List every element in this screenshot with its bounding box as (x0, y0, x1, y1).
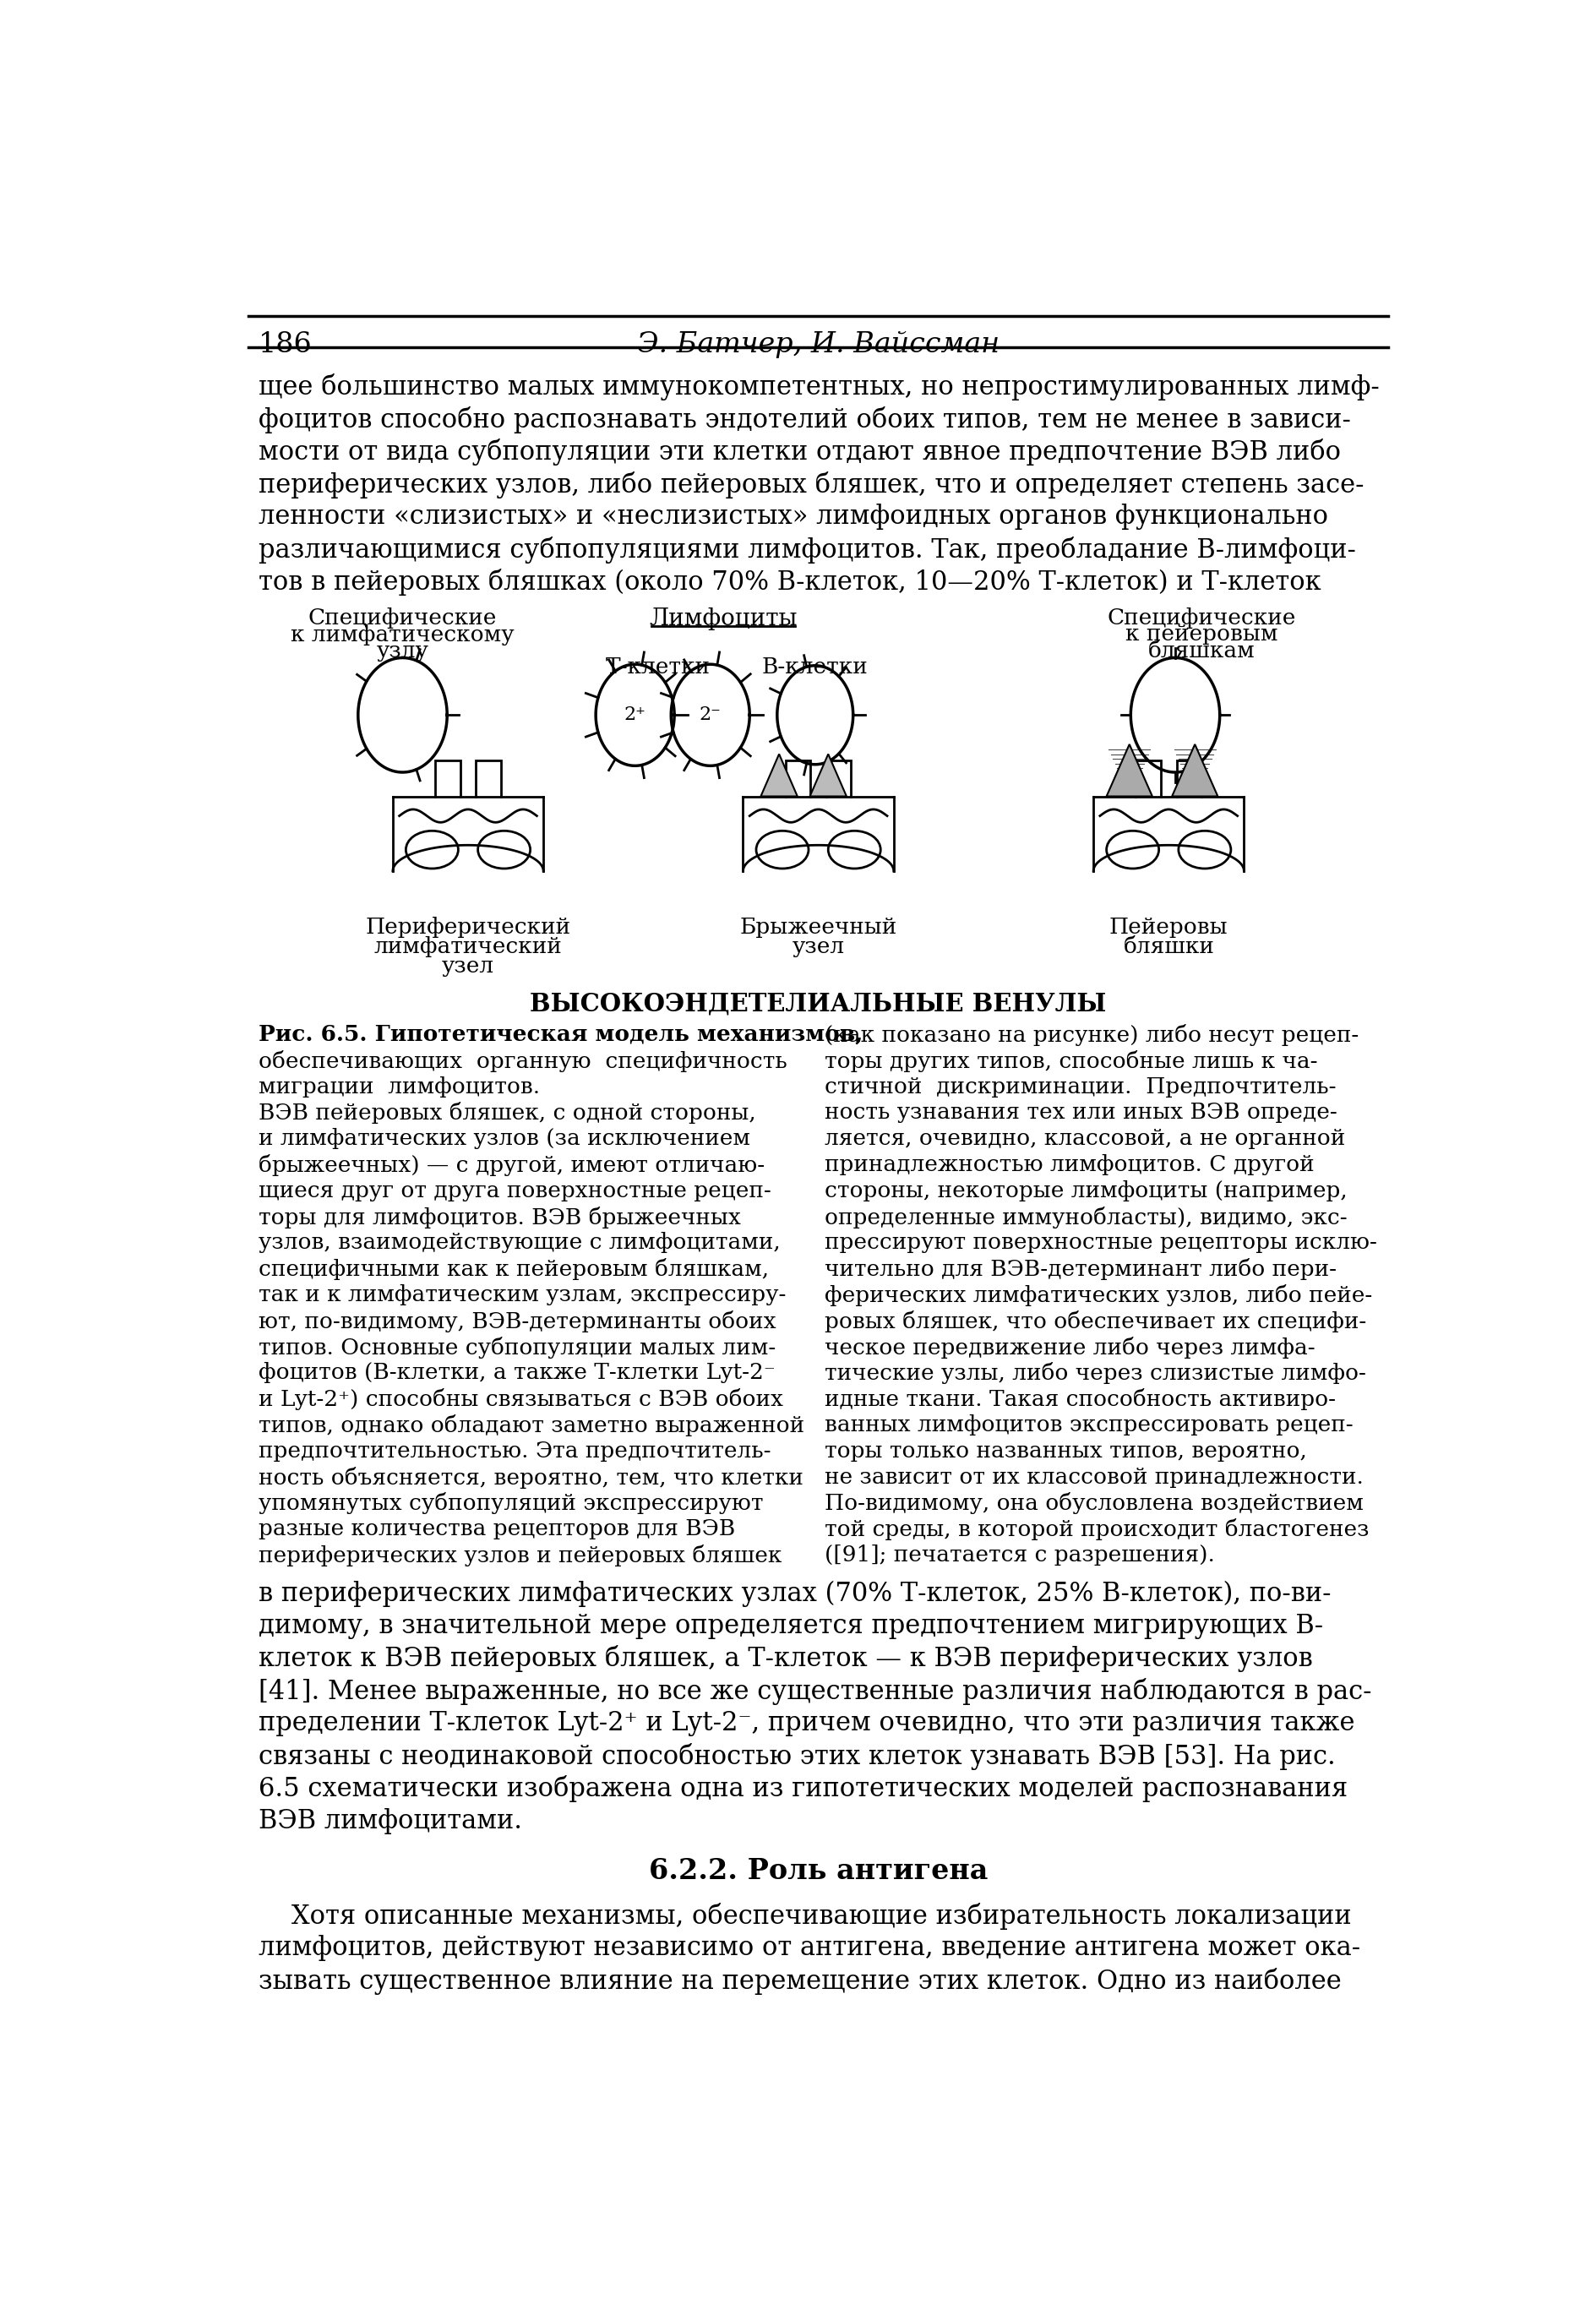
Text: 6.2.2. Роль антигена: 6.2.2. Роль антигена (648, 1858, 988, 1885)
Text: определенные иммунобласты), видимо, экс-: определенные иммунобласты), видимо, экс- (825, 1207, 1347, 1228)
Text: так и к лимфатическим узлам, экспрессиру-: так и к лимфатическим узлам, экспрессиру… (259, 1285, 785, 1306)
Text: Специфические: Специфические (1106, 607, 1294, 630)
Text: ферических лимфатических узлов, либо пейе-: ферических лимфатических узлов, либо пей… (825, 1285, 1373, 1306)
Text: и лимфатических узлов (за исключением: и лимфатических узлов (за исключением (259, 1129, 750, 1150)
Text: специфичными как к пейеровым бляшкам,: специфичными как к пейеровым бляшкам, (259, 1258, 769, 1281)
Bar (1176, 761, 1200, 795)
Text: 2⁻: 2⁻ (699, 706, 721, 724)
Polygon shape (1171, 745, 1218, 795)
Text: в периферических лимфатических узлах (70% Т-клеток, 25% В-клеток), по-ви-: в периферических лимфатических узлах (70… (259, 1579, 1331, 1607)
Text: узел: узел (442, 956, 495, 977)
Text: ВЭВ пейеровых бляшек, с одной стороны,: ВЭВ пейеровых бляшек, с одной стороны, (259, 1101, 755, 1124)
Text: к пейеровым: к пейеровым (1125, 623, 1277, 646)
Text: 6.5 схематически изображена одна из гипотетических моделей распознавания: 6.5 схематически изображена одна из гипо… (259, 1775, 1347, 1802)
Text: и Lyt-2⁺) способны связываться с ВЭВ обоих: и Lyt-2⁺) способны связываться с ВЭВ обо… (259, 1389, 782, 1409)
Text: фоцитов способно распознавать эндотелий обоих типов, тем не менее в зависи-: фоцитов способно распознавать эндотелий … (259, 407, 1350, 432)
Text: узел: узел (792, 936, 844, 956)
Text: периферических узлов и пейеровых бляшек: периферических узлов и пейеровых бляшек (259, 1545, 782, 1566)
Text: стичной  дискриминации.  Предпочтитель-: стичной дискриминации. Предпочтитель- (825, 1076, 1336, 1097)
Text: тические узлы, либо через слизистые лимфо-: тические узлы, либо через слизистые лимф… (825, 1363, 1366, 1384)
Text: По-видимому, она обусловлена воздействием: По-видимому, она обусловлена воздействие… (825, 1492, 1363, 1515)
Text: Периферический: Периферический (365, 917, 570, 938)
Text: ность объясняется, вероятно, тем, что клетки: ность объясняется, вероятно, тем, что кл… (259, 1467, 803, 1487)
Text: клеток к ВЭВ пейеровых бляшек, а Т-клеток — к ВЭВ периферических узлов: клеток к ВЭВ пейеровых бляшек, а Т-клето… (259, 1646, 1312, 1671)
Text: различающимися субпопуляциями лимфоцитов. Так, преобладание В-лимфоци-: различающимися субпопуляциями лимфоцитов… (259, 536, 1355, 563)
Text: В-клетки: В-клетки (761, 658, 868, 678)
Text: ческое передвижение либо через лимфа-: ческое передвижение либо через лимфа- (825, 1336, 1315, 1359)
Text: ВЫСОКОЭНДЕТЕЛИАЛЬНЫЕ ВЕНУЛЫ: ВЫСОКОЭНДЕТЕЛИАЛЬНЫЕ ВЕНУЛЫ (530, 991, 1106, 1016)
Text: ровых бляшек, что обеспечивает их специфи-: ровых бляшек, что обеспечивает их специф… (825, 1310, 1366, 1333)
Text: Пейеровы: Пейеровы (1109, 917, 1227, 938)
Text: периферических узлов, либо пейеровых бляшек, что и определяет степень засе-: периферических узлов, либо пейеровых бля… (259, 471, 1363, 499)
Text: бляшкам: бляшкам (1148, 639, 1254, 662)
Bar (785, 761, 811, 795)
Text: Специфические: Специфические (308, 607, 496, 630)
Text: той среды, в которой происходит бластогенез: той среды, в которой происходит бластоге… (825, 1517, 1369, 1540)
Text: Т-клетки: Т-клетки (605, 658, 710, 678)
Text: тов в пейеровых бляшках (около 70% В-клеток, 10—20% Т-клеток) и Т-клеток: тов в пейеровых бляшках (около 70% В-кле… (259, 568, 1320, 595)
Text: торы других типов, способные лишь к ча-: торы других типов, способные лишь к ча- (825, 1051, 1317, 1071)
Text: торы только названных типов, вероятно,: торы только названных типов, вероятно, (825, 1441, 1307, 1462)
Polygon shape (760, 754, 796, 795)
Text: ют, по-видимому, ВЭВ-детерминанты обоих: ют, по-видимому, ВЭВ-детерминанты обоих (259, 1310, 776, 1333)
Text: фоцитов (В-клетки, а также Т-клетки Lyt-2⁻: фоцитов (В-клетки, а также Т-клетки Lyt-… (259, 1363, 776, 1384)
Text: прессируют поверхностные рецепторы исклю-: прессируют поверхностные рецепторы исклю… (825, 1232, 1377, 1253)
Text: Брыжеечный: Брыжеечный (739, 917, 897, 938)
Text: не зависит от их классовой принадлежности.: не зависит от их классовой принадлежност… (825, 1467, 1363, 1487)
Text: ляется, очевидно, классовой, а не органной: ляется, очевидно, классовой, а не органн… (825, 1129, 1345, 1150)
Text: к лимфатическому: к лимфатическому (290, 623, 514, 646)
Text: лимфоцитов, действуют независимо от антигена, введение антигена может ока-: лимфоцитов, действуют независимо от анти… (259, 1936, 1360, 1961)
Text: Рис. 6.5. Гипотетическая модель механизмов,: Рис. 6.5. Гипотетическая модель механизм… (259, 1023, 862, 1046)
Text: типов. Основные субпопуляции малых лим-: типов. Основные субпопуляции малых лим- (259, 1336, 776, 1359)
Text: чительно для ВЭВ-детерминант либо пери-: чительно для ВЭВ-детерминант либо пери- (825, 1258, 1336, 1281)
Text: упомянутых субпопуляций экспрессируют: упомянутых субпопуляций экспрессируют (259, 1492, 763, 1515)
Text: идные ткани. Такая способность активиро-: идные ткани. Такая способность активиро- (825, 1389, 1336, 1409)
Text: миграции  лимфоцитов.: миграции лимфоцитов. (259, 1076, 539, 1097)
Bar (1135, 761, 1160, 795)
Bar (436, 761, 460, 795)
Bar (825, 761, 851, 795)
Text: (как показано на рисунке) либо несут рецеп-: (как показано на рисунке) либо несут рец… (825, 1023, 1358, 1046)
Text: Хотя описанные механизмы, обеспечивающие избирательность локализации: Хотя описанные механизмы, обеспечивающие… (259, 1901, 1350, 1929)
Text: разные количества рецепторов для ВЭВ: разные количества рецепторов для ВЭВ (259, 1517, 734, 1540)
Text: предпочтительностью. Эта предпочтитель-: предпочтительностью. Эта предпочтитель- (259, 1441, 771, 1462)
Polygon shape (1106, 745, 1152, 795)
Text: 186: 186 (259, 331, 313, 359)
Text: торы для лимфоцитов. ВЭВ брыжеечных: торы для лимфоцитов. ВЭВ брыжеечных (259, 1207, 741, 1228)
Text: ность узнавания тех или иных ВЭВ опреде-: ность узнавания тех или иных ВЭВ опреде- (825, 1101, 1337, 1124)
Text: ленности «слизистых» и «неслизистых» лимфоидных органов функционально: ленности «слизистых» и «неслизистых» лим… (259, 503, 1328, 529)
Text: Лимфоциты: Лимфоциты (650, 607, 796, 630)
Text: брыжеечных) — с другой, имеют отличаю-: брыжеечных) — с другой, имеют отличаю- (259, 1154, 764, 1177)
Text: узлов, взаимодействующие с лимфоцитами,: узлов, взаимодействующие с лимфоцитами, (259, 1232, 780, 1253)
Text: щиеся друг от друга поверхностные рецеп-: щиеся друг от друга поверхностные рецеп- (259, 1179, 771, 1202)
Bar (476, 761, 501, 795)
Polygon shape (809, 754, 846, 795)
Text: щее большинство малых иммунокомпетентных, но непростимулированных лимф-: щее большинство малых иммунокомпетентных… (259, 372, 1379, 400)
Text: ВЭВ лимфоцитами.: ВЭВ лимфоцитами. (259, 1807, 522, 1835)
Text: пределении Т-клеток Lyt-2⁺ и Lyt-2⁻, причем очевидно, что эти различия также: пределении Т-клеток Lyt-2⁺ и Lyt-2⁻, при… (259, 1710, 1353, 1736)
Text: Э. Батчер, И. Вайссман: Э. Батчер, И. Вайссман (637, 331, 999, 359)
Text: стороны, некоторые лимфоциты (например,: стороны, некоторые лимфоциты (например, (825, 1179, 1347, 1202)
Text: димому, в значительной мере определяется предпочтением мигрирующих В-: димому, в значительной мере определяется… (259, 1614, 1323, 1639)
Text: мости от вида субпопуляции эти клетки отдают явное предпочтение ВЭВ либо: мости от вида субпопуляции эти клетки от… (259, 439, 1341, 467)
Text: ванных лимфоцитов экспрессировать рецеп-: ванных лимфоцитов экспрессировать рецеп- (825, 1414, 1353, 1435)
Text: типов, однако обладают заметно выраженной: типов, однако обладают заметно выраженно… (259, 1414, 804, 1437)
Text: обеспечивающих  органную  специфичность: обеспечивающих органную специфичность (259, 1051, 787, 1071)
Text: узлу: узлу (377, 639, 428, 662)
Text: лимфатический: лимфатический (373, 936, 562, 956)
Text: ([91]; печатается с разрешения).: ([91]; печатается с разрешения). (825, 1545, 1215, 1566)
Text: принадлежностью лимфоцитов. С другой: принадлежностью лимфоцитов. С другой (825, 1154, 1314, 1175)
Text: бляшки: бляшки (1122, 936, 1213, 956)
Text: зывать существенное влияние на перемещение этих клеток. Одно из наиболее: зывать существенное влияние на перемещен… (259, 1968, 1341, 1996)
Text: 2⁺: 2⁺ (624, 706, 646, 724)
Text: связаны с неодинаковой способностью этих клеток узнавать ВЭВ [53]. На рис.: связаны с неодинаковой способностью этих… (259, 1743, 1334, 1770)
Text: [41]. Менее выраженные, но все же существенные различия наблюдаются в рас-: [41]. Менее выраженные, но все же сущест… (259, 1678, 1371, 1706)
